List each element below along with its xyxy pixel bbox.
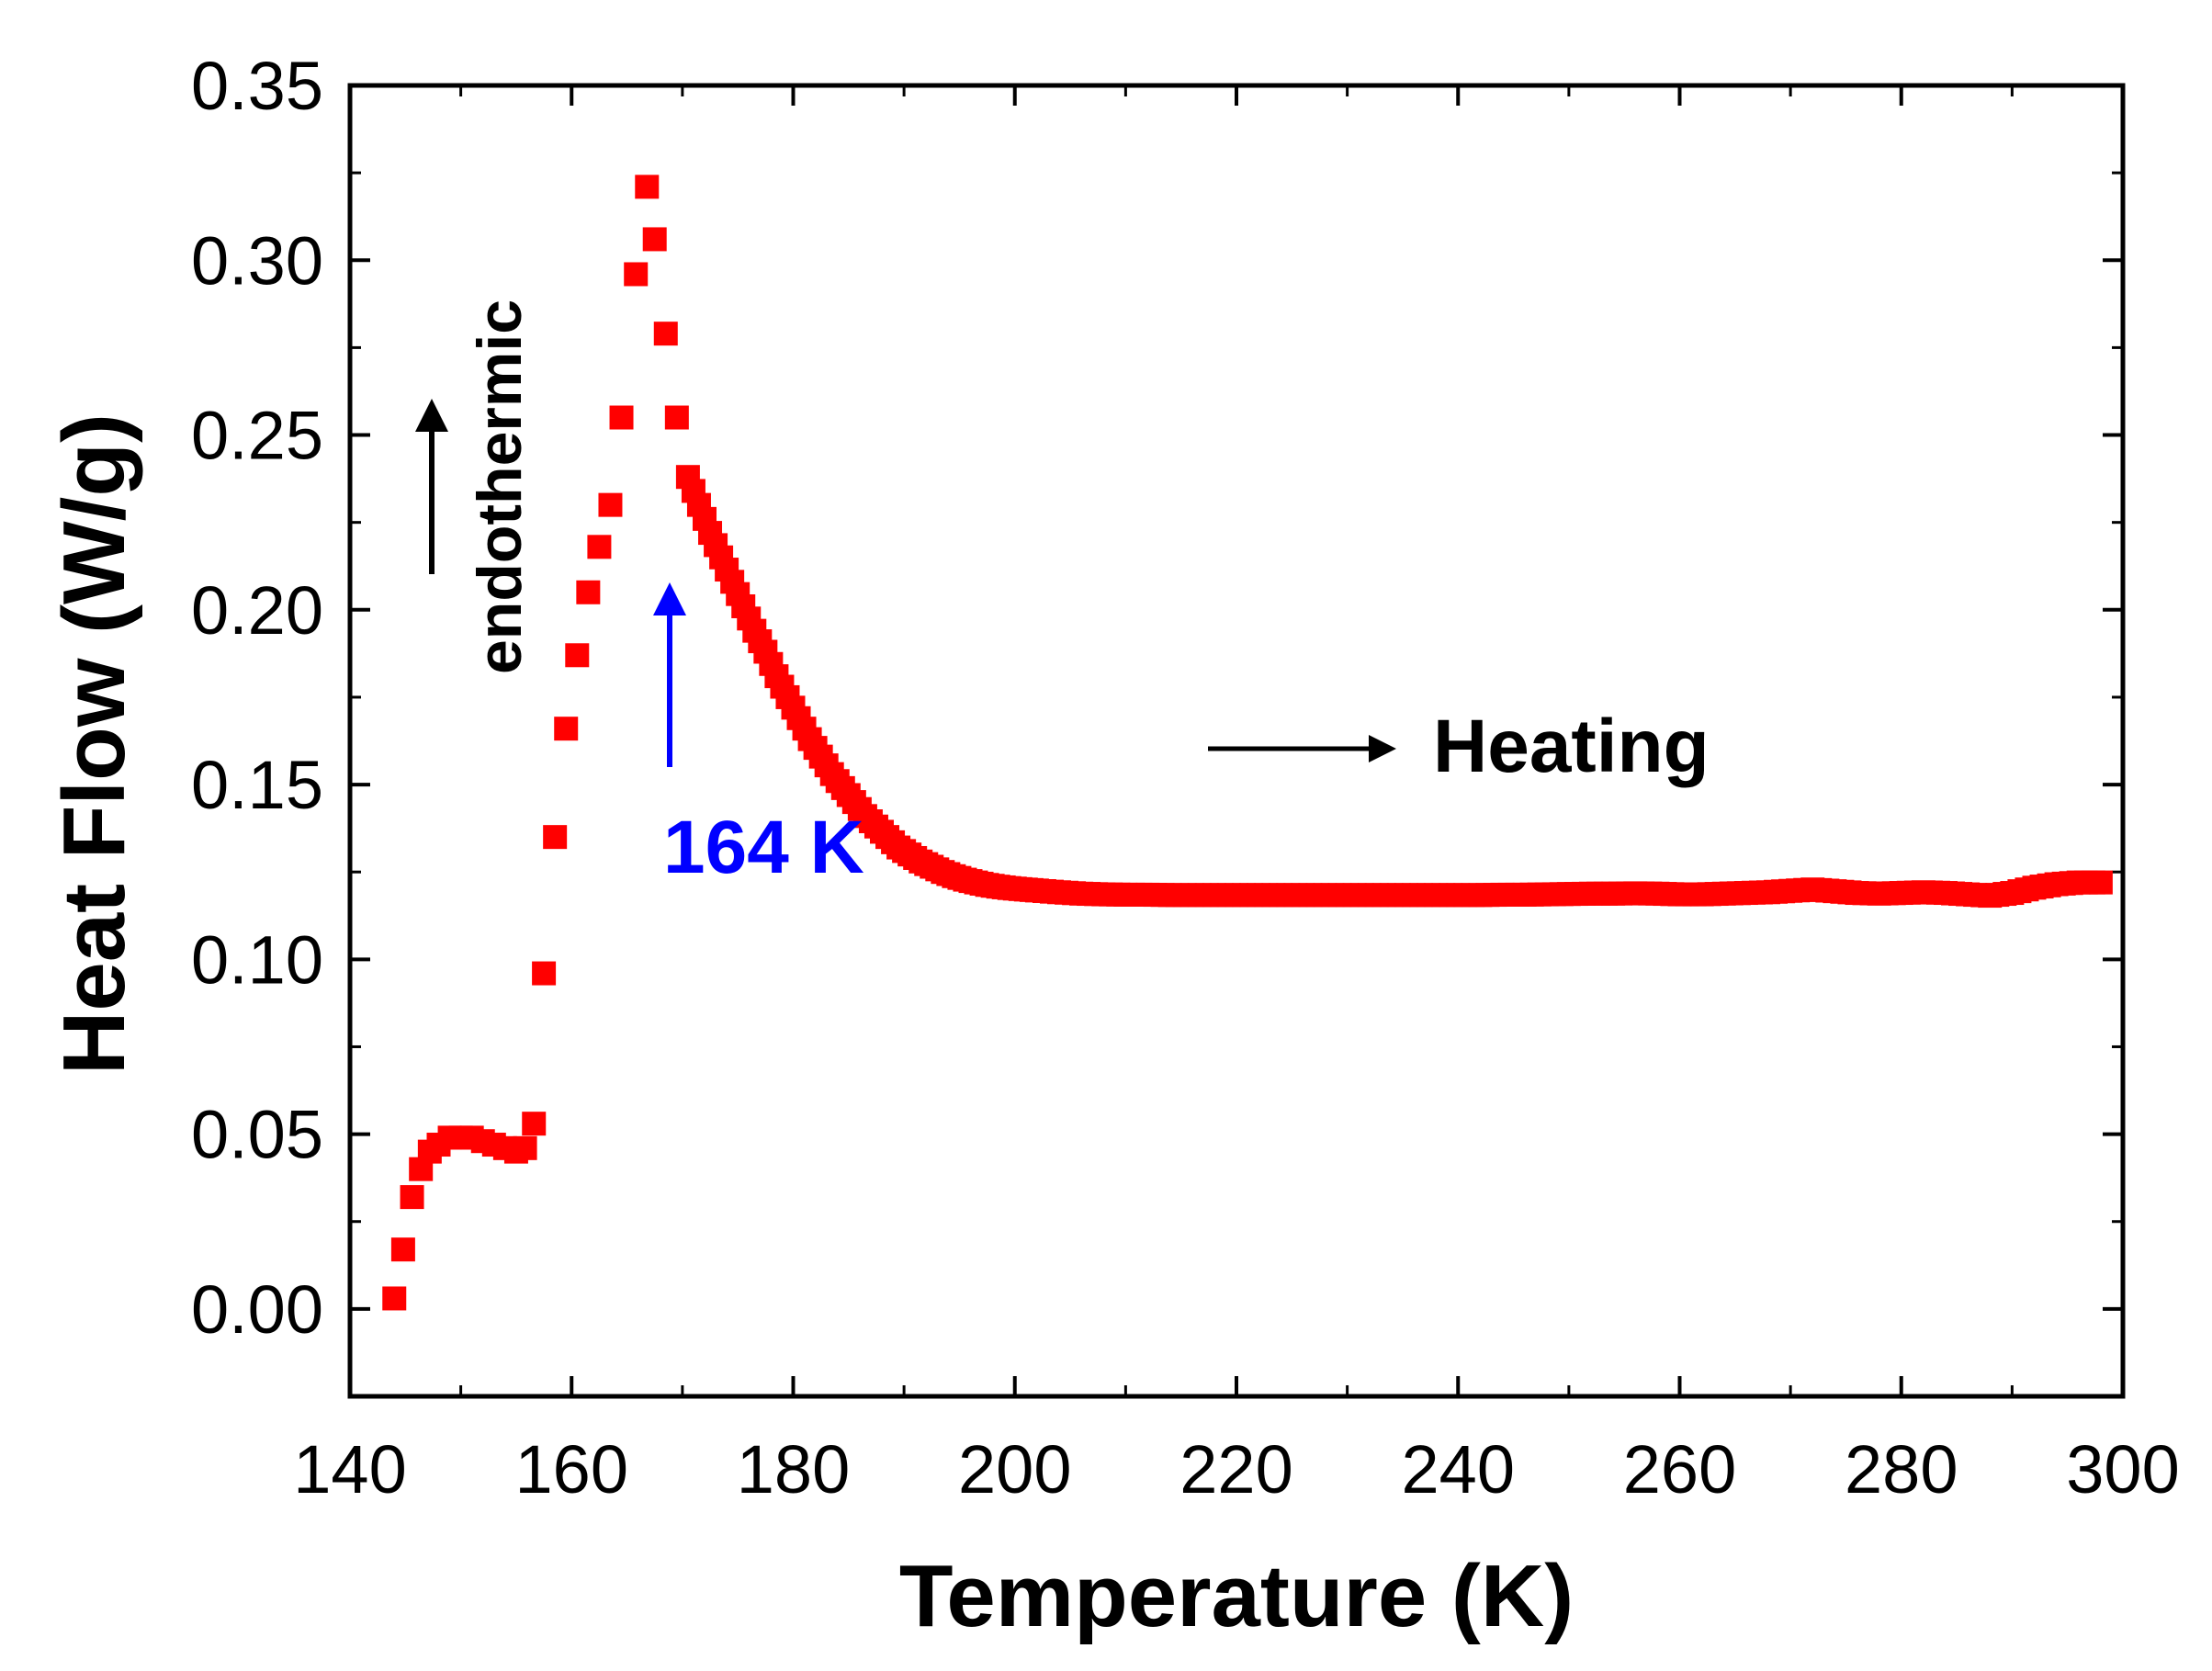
x-tick-label: 180	[737, 1431, 850, 1507]
data-points	[382, 175, 2113, 1311]
y-tick-label: 0.30	[191, 222, 323, 299]
data-point	[390, 1237, 415, 1262]
endothermic-label: endothermic	[465, 299, 535, 674]
data-point	[565, 643, 590, 668]
y-axis-title: Heat Flow (W/g)	[45, 413, 143, 1075]
plot-frame	[347, 83, 2126, 1399]
x-tick-label: 240	[1402, 1431, 1515, 1507]
x-tick-label: 200	[958, 1431, 1071, 1507]
data-point	[513, 1135, 537, 1160]
x-tick-label: 140	[293, 1431, 406, 1507]
transition-label: 164 K	[663, 806, 864, 889]
data-point	[382, 1286, 407, 1311]
data-point	[532, 961, 557, 986]
data-point	[2088, 870, 2113, 895]
x-tick-label: 280	[1845, 1431, 1958, 1507]
x-tick-labels: 140 160 180 200 220 240 260 280 300	[293, 1431, 2179, 1507]
x-tick-label: 160	[515, 1431, 628, 1507]
data-point	[609, 405, 634, 430]
y-tick-label: 0.25	[191, 398, 323, 474]
y-tick-label: 0.15	[191, 747, 323, 823]
data-point	[543, 825, 568, 850]
data-point	[598, 492, 623, 517]
heating-label: Heating	[1433, 705, 1710, 788]
y-tick-label: 0.05	[191, 1097, 323, 1173]
axis-ticks	[348, 84, 2125, 1396]
data-point	[642, 227, 667, 252]
x-tick-label: 260	[1623, 1431, 1736, 1507]
data-point	[522, 1112, 547, 1136]
y-tick-label: 0.00	[191, 1271, 323, 1348]
y-tick-label: 0.35	[191, 48, 323, 124]
x-tick-label: 220	[1179, 1431, 1292, 1507]
data-point	[653, 322, 678, 346]
data-point	[587, 535, 612, 559]
x-axis-title: Temperature (K)	[899, 1547, 1574, 1645]
y-tick-label: 0.10	[191, 921, 323, 998]
data-point	[664, 405, 689, 430]
data-point	[554, 717, 579, 741]
data-point	[635, 175, 660, 199]
data-point	[576, 580, 601, 604]
y-tick-label: 0.20	[191, 572, 323, 649]
data-point	[400, 1185, 424, 1210]
x-tick-label: 300	[2066, 1431, 2179, 1507]
data-point	[624, 262, 649, 287]
y-tick-labels: 0.00 0.05 0.10 0.15 0.20 0.25 0.30 0.35	[191, 48, 323, 1348]
